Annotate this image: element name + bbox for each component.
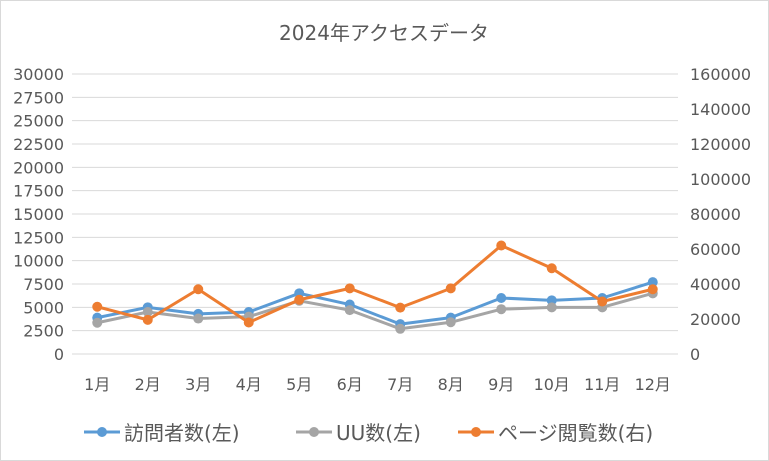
data-point [496, 240, 507, 251]
legend-item: ページ閲覧数(右) [458, 421, 653, 445]
data-point [142, 314, 153, 325]
series-left-a5a5a5 [92, 288, 658, 334]
left-tick-label: 12500 [13, 228, 64, 247]
legend-label: 訪問者数(左) [124, 421, 240, 445]
data-point [445, 283, 456, 294]
right-tick-label: 40000 [690, 275, 741, 294]
left-tick-label: 7500 [23, 275, 64, 294]
data-point [496, 293, 507, 303]
data-point [92, 301, 103, 312]
data-point [193, 313, 204, 324]
right-tick-label: 160000 [690, 65, 751, 84]
x-tick-label: 1月 [84, 375, 110, 394]
left-tick-label: 5000 [23, 298, 64, 317]
data-point [243, 317, 254, 328]
legend-marker [471, 427, 481, 437]
data-point [647, 284, 658, 295]
data-point [546, 295, 557, 306]
right-tick-label: 20000 [690, 310, 741, 329]
data-point [546, 302, 557, 313]
legend-marker [97, 427, 107, 437]
x-tick-label: 11月 [584, 375, 620, 394]
x-tick-label: 4月 [236, 375, 262, 394]
x-tick-label: 8月 [438, 375, 464, 394]
x-tick-label: 7月 [387, 375, 413, 394]
left-tick-label: 30000 [13, 65, 64, 84]
left-tick-label: 17500 [13, 182, 64, 201]
data-point [344, 305, 355, 316]
data-point [193, 284, 204, 295]
data-point [92, 317, 103, 328]
data-point [142, 307, 153, 317]
series-line [96, 291, 654, 331]
series-line [96, 280, 654, 326]
left-tick-label: 20000 [13, 158, 64, 177]
chart-title: 2024年アクセスデータ [279, 21, 489, 45]
right-tick-label: 60000 [690, 240, 741, 259]
legend-item: UU数(左) [296, 421, 421, 445]
left-tick-label: 22500 [13, 135, 64, 154]
x-tick-label: 9月 [488, 375, 514, 394]
x-tick-label: 12月 [635, 375, 671, 394]
right-tick-label: 0 [690, 345, 700, 364]
data-point [597, 296, 608, 307]
left-tick-label: 27500 [13, 88, 64, 107]
series-line [96, 244, 654, 324]
left-tick-label: 15000 [13, 205, 64, 224]
data-point [445, 317, 456, 328]
x-tick-label: 10月 [534, 375, 570, 394]
series-right-ed7d31 [92, 240, 658, 328]
data-point [395, 323, 406, 334]
data-point [344, 283, 355, 294]
data-point [546, 263, 557, 274]
x-tick-label: 6月 [337, 375, 363, 394]
legend-label: UU数(左) [336, 421, 421, 445]
legend-item: 訪問者数(左) [84, 421, 240, 445]
x-tick-label: 5月 [286, 375, 312, 394]
left-tick-label: 0 [54, 345, 64, 364]
x-tick-label: 2月 [135, 375, 161, 394]
x-tick-label: 3月 [185, 375, 211, 394]
legend-marker [309, 427, 319, 437]
data-point [294, 294, 305, 305]
left-tick-label: 2500 [23, 322, 64, 341]
right-tick-label: 120000 [690, 135, 751, 154]
left-tick-label: 10000 [13, 252, 64, 271]
legend-label: ページ閲覧数(右) [498, 421, 653, 445]
right-tick-label: 100000 [690, 170, 751, 189]
right-tick-label: 140000 [690, 100, 751, 119]
data-point [647, 277, 658, 288]
right-tick-label: 80000 [690, 205, 741, 224]
data-point [395, 302, 406, 313]
left-tick-label: 25000 [13, 112, 64, 131]
data-point [496, 304, 507, 315]
